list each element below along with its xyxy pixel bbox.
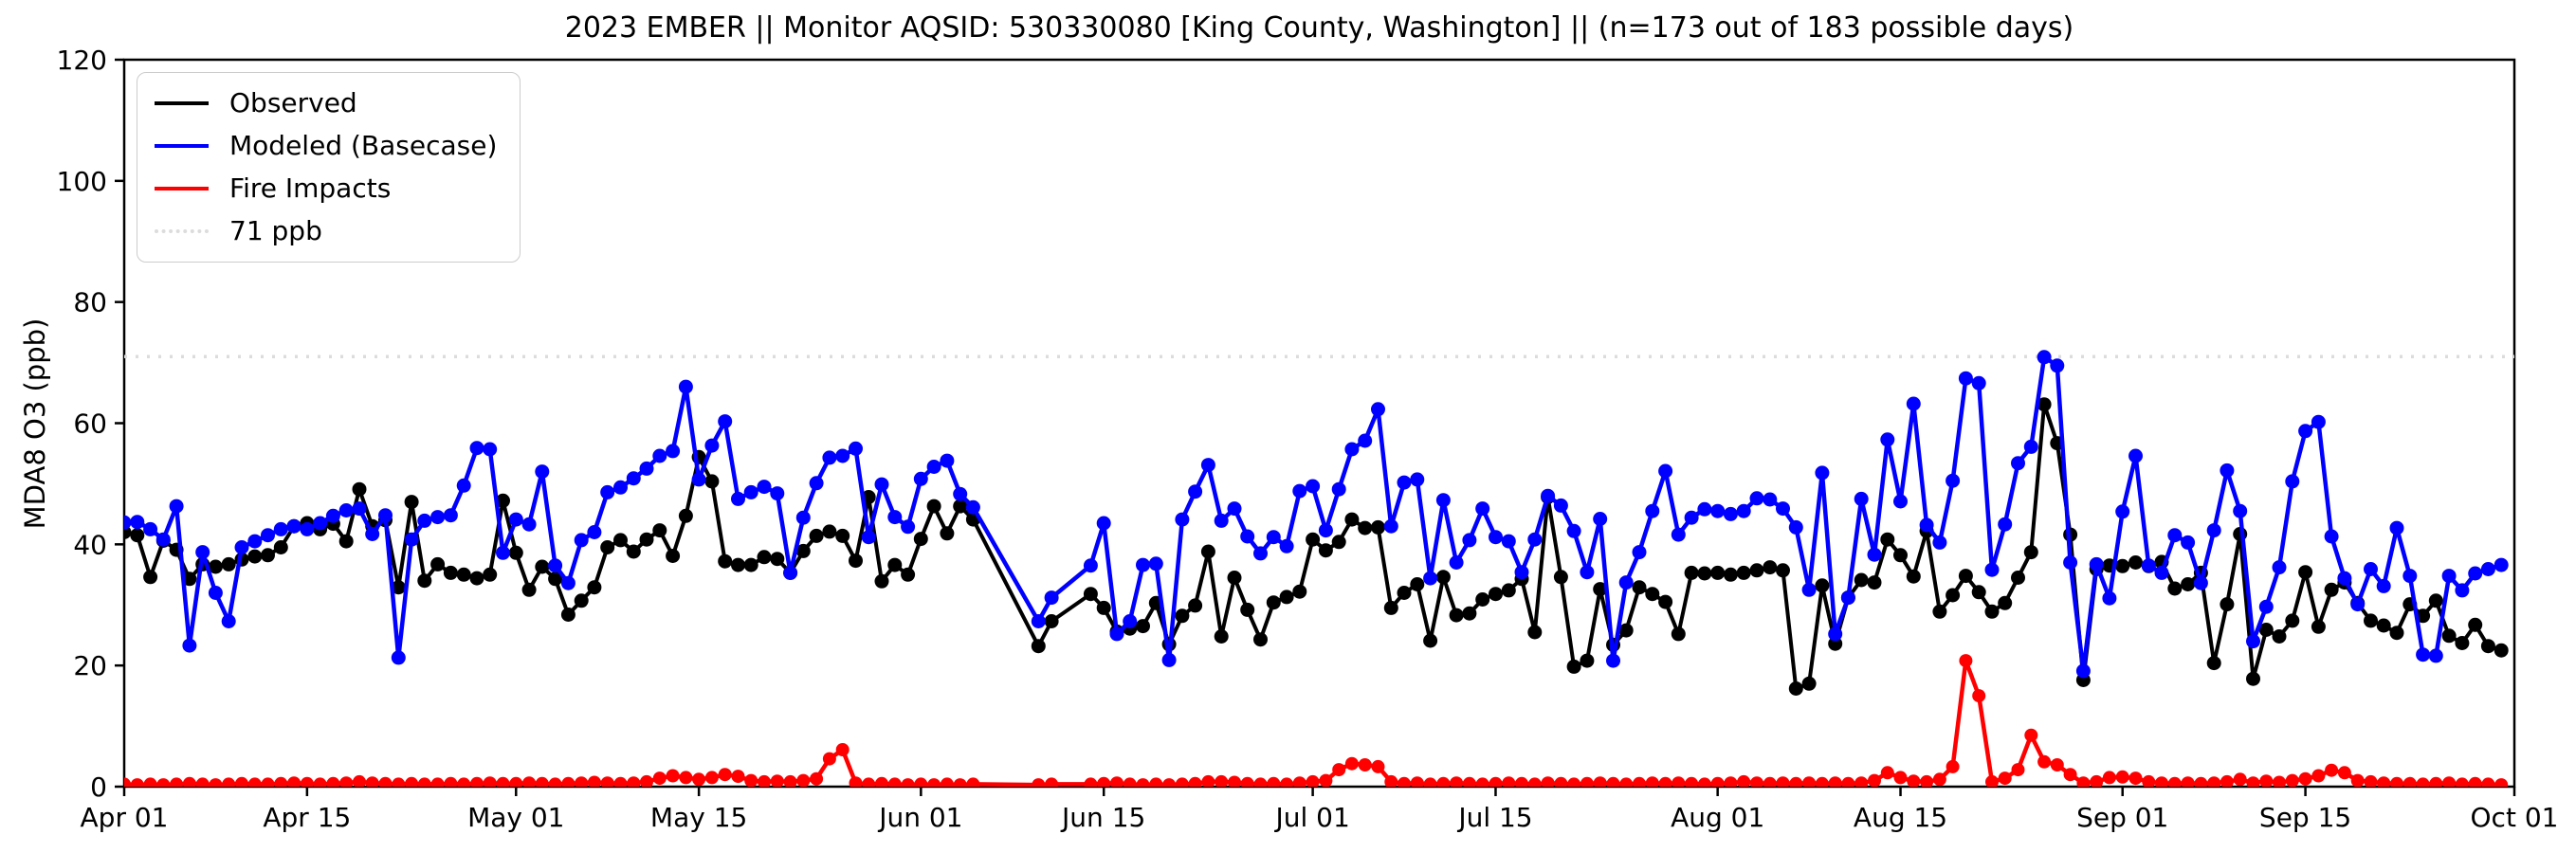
legend-label: 71 ppb xyxy=(229,215,322,246)
legend-label: Observed xyxy=(229,87,357,118)
legend-label: Modeled (Basecase) xyxy=(229,130,498,161)
series-fire-impacts xyxy=(124,654,2509,787)
y-tick-label: 120 xyxy=(57,45,107,76)
x-tick-label: Jul 01 xyxy=(1273,802,1349,833)
x-tick-label: Oct 01 xyxy=(2471,802,2559,833)
x-tick-label: Sep 01 xyxy=(2076,802,2168,833)
x-tick-label: Jul 15 xyxy=(1456,802,1532,833)
chart-title: 2023 EMBER || Monitor AQSID: 530330080 [… xyxy=(564,11,2074,45)
x-tick-label: Apr 01 xyxy=(81,802,169,833)
y-tick-label: 40 xyxy=(73,529,107,560)
y-tick-label: 20 xyxy=(73,650,107,681)
legend-item-fire: Fire Impacts xyxy=(155,172,497,206)
x-tick-label: May 15 xyxy=(650,802,747,833)
x-tick-label: Apr 15 xyxy=(263,802,351,833)
legend: Observed Modeled (Basecase) Fire Impacts… xyxy=(137,72,521,263)
modeled-line-swatch xyxy=(155,144,209,148)
fire-line-swatch xyxy=(155,187,209,191)
x-tick-label: Jun 15 xyxy=(1060,802,1145,833)
legend-item-observed: Observed xyxy=(155,86,497,120)
y-tick-label: 100 xyxy=(57,166,107,197)
x-tick-label: Aug 15 xyxy=(1854,802,1947,833)
legend-item-threshold: 71 ppb xyxy=(155,214,497,248)
x-tick-label: Sep 15 xyxy=(2259,802,2351,833)
x-tick-label: May 01 xyxy=(467,802,564,833)
y-tick-label: 0 xyxy=(90,771,107,803)
y-tick-label: 80 xyxy=(73,287,107,318)
legend-label: Fire Impacts xyxy=(229,172,392,204)
series-modeled-basecase- xyxy=(124,350,2509,679)
x-tick-label: Aug 01 xyxy=(1671,802,1764,833)
threshold-line-swatch xyxy=(155,229,209,233)
y-tick-label: 60 xyxy=(73,408,107,440)
observed-line-swatch xyxy=(155,101,209,105)
x-tick-label: Jun 01 xyxy=(877,802,962,833)
legend-item-modeled: Modeled (Basecase) xyxy=(155,129,497,163)
